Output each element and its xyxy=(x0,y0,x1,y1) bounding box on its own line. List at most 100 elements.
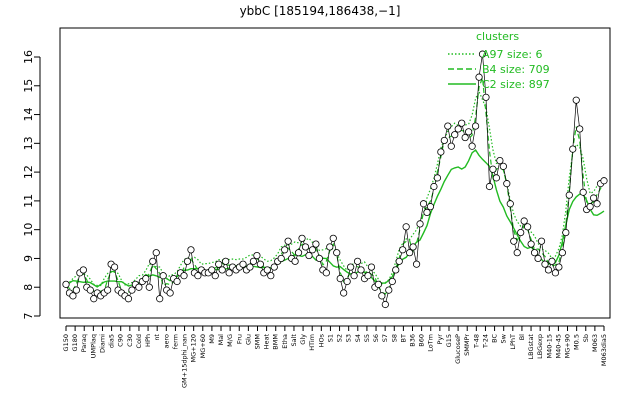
x-tick-label: S1 xyxy=(326,334,334,342)
data-point xyxy=(166,289,174,297)
x-tick-label: LPhT xyxy=(509,334,517,350)
series-lines xyxy=(65,77,605,295)
x-tick-label: BT xyxy=(399,334,407,342)
data-point xyxy=(149,257,157,265)
data-point xyxy=(294,249,303,257)
data-point xyxy=(333,249,341,257)
y-tick-label: 14 xyxy=(22,108,35,122)
x-tick-label: M063 xyxy=(591,334,599,352)
data-point xyxy=(246,263,254,271)
data-point xyxy=(86,286,94,294)
data-point xyxy=(145,283,153,291)
data-point xyxy=(576,125,584,133)
data-point xyxy=(510,237,518,245)
data-point xyxy=(589,194,598,202)
x-tick-label: M9 xyxy=(208,334,216,344)
data-point xyxy=(180,272,188,280)
x-tick-label: Diami xyxy=(98,334,106,353)
legend-label: B4 size: 709 xyxy=(482,63,550,76)
x-tick-label: S5 xyxy=(363,334,371,342)
data-point xyxy=(326,243,334,251)
x-tick-label: LBGstat xyxy=(527,334,535,360)
data-point xyxy=(340,289,348,297)
data-point xyxy=(211,272,219,280)
series-c2-line xyxy=(65,148,605,288)
data-point xyxy=(517,228,525,237)
x-tick-label: G15 xyxy=(445,334,453,347)
x-tick-label: GlucoseP xyxy=(454,334,462,364)
x-tick-label: S4 xyxy=(354,334,362,342)
data-point xyxy=(579,188,587,196)
data-point xyxy=(534,254,542,263)
y-tick-label: 11 xyxy=(22,194,35,208)
data-point xyxy=(565,191,573,199)
x-tick-label: SMM xyxy=(253,334,261,349)
x-tick-label: B60 xyxy=(418,334,426,347)
data-point xyxy=(506,200,514,208)
x-tick-label: M40-15 xyxy=(545,334,553,359)
data-point xyxy=(447,142,455,150)
data-point xyxy=(308,246,317,254)
data-point xyxy=(402,223,410,231)
data-point xyxy=(79,266,87,274)
data-point xyxy=(478,50,487,58)
data-point xyxy=(513,249,521,257)
series-a97-line xyxy=(65,90,605,287)
data-point xyxy=(253,251,261,260)
x-tick-label: UMPlaq xyxy=(89,334,97,358)
data-point xyxy=(381,300,389,309)
data-point xyxy=(468,142,476,150)
x-tick-label: BMM xyxy=(272,334,280,350)
data-point xyxy=(465,128,473,136)
x-tick-label: G180 xyxy=(71,334,79,351)
data-point xyxy=(281,246,289,254)
x-tick-label: Cold xyxy=(135,334,143,348)
x-tick-label: aero xyxy=(162,334,170,349)
x-tick-label: M40-45 xyxy=(554,334,562,359)
y-tick-label: 8 xyxy=(22,284,35,291)
data-point xyxy=(218,266,226,274)
data-point xyxy=(489,165,497,173)
data-point xyxy=(558,249,566,257)
legend-label: C2 size: 897 xyxy=(482,78,550,91)
data-point xyxy=(433,174,441,182)
data-point xyxy=(152,249,160,257)
data-point xyxy=(440,136,448,145)
data-point xyxy=(156,295,164,303)
x-tick-label: GM+15dphi_nan xyxy=(181,334,189,388)
data-point xyxy=(215,260,223,268)
data-point xyxy=(249,257,258,265)
data-point xyxy=(267,272,275,280)
x-tick-label: M0.5 xyxy=(573,334,581,350)
data-point xyxy=(104,286,112,294)
data-point xyxy=(374,280,382,288)
data-point xyxy=(298,234,306,242)
data-point xyxy=(444,122,452,130)
y-tick-label: 7 xyxy=(22,313,35,320)
data-point xyxy=(378,292,386,300)
y-tick-label: 10 xyxy=(22,223,35,237)
x-tick-label: M/G xyxy=(226,334,234,347)
data-point xyxy=(256,260,264,268)
data-point xyxy=(430,182,438,191)
data-point xyxy=(239,260,247,268)
data-point xyxy=(385,286,393,294)
legend: clusters A97 size: 6 B4 size: 709 C2 size: … xyxy=(448,30,550,91)
x-tick-label: Heat xyxy=(263,334,271,350)
data-point xyxy=(353,257,362,265)
x-tick-label: Paraq xyxy=(80,334,88,352)
data-point xyxy=(357,266,365,274)
data-point xyxy=(329,234,337,242)
x-tick-label: C90 xyxy=(117,334,125,347)
data-point xyxy=(305,251,313,260)
data-point xyxy=(419,200,428,208)
x-tick-label: Gly xyxy=(299,334,307,345)
data-point xyxy=(541,260,549,268)
data-point xyxy=(291,257,299,265)
plot-frame xyxy=(59,27,611,319)
x-tick-label: Glu xyxy=(244,334,252,345)
data-point xyxy=(475,73,483,81)
data-point xyxy=(128,286,136,294)
x-tick-label: MG+120 xyxy=(190,334,198,363)
